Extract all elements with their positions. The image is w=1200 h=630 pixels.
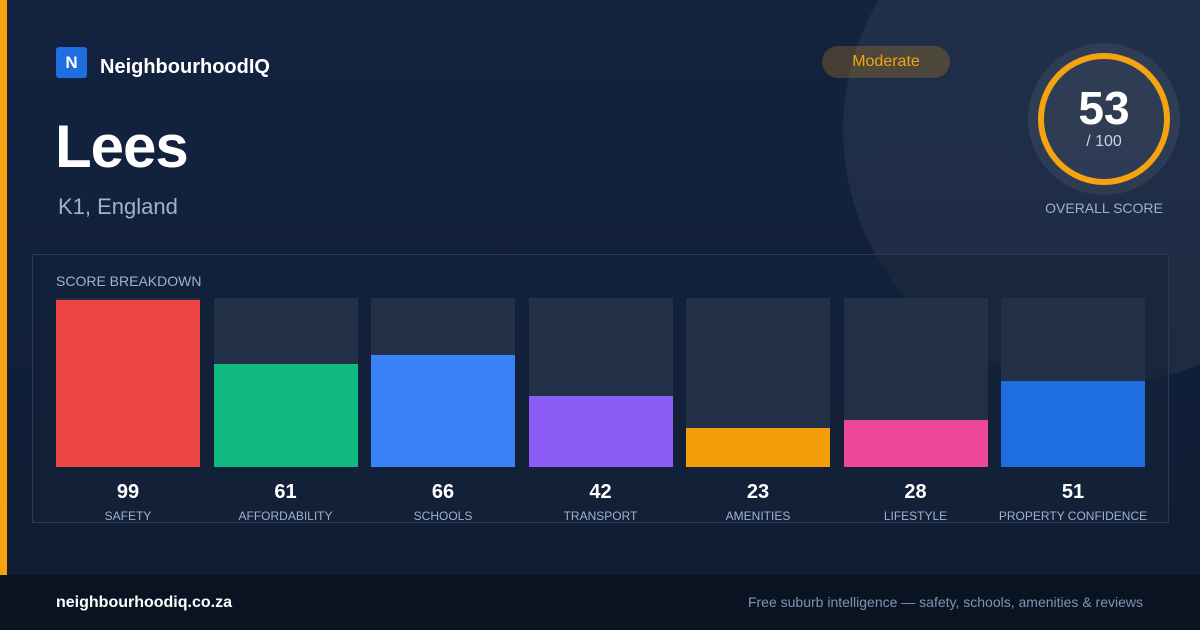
bar-track	[843, 298, 988, 467]
bar-track	[371, 298, 515, 467]
breakdown-title: SCORE BREAKDOWN	[56, 273, 202, 289]
bar-label: PROPERTY CONFIDENCE	[998, 509, 1148, 523]
bar-column: 23 AMENITIES	[686, 298, 830, 523]
bar-label: SCHOOLS	[413, 509, 473, 523]
bar-label: TRANSPORT	[563, 509, 638, 523]
bar-track	[56, 298, 200, 467]
score-ring-graphic	[1038, 53, 1170, 185]
location-subtitle: K1, England	[58, 194, 178, 219]
bar-value: 61	[274, 481, 297, 503]
breakdown-bars: 99 SAFETY 61 AFFORDABILITY 66 SCHOOLS 42 TRANSP…	[56, 298, 1147, 523]
brand-name: NeighbourhoodIQ	[100, 56, 270, 78]
bar-fill	[1001, 381, 1145, 467]
bar-label: SAFETY	[104, 509, 152, 523]
bar-value: 23	[746, 481, 770, 503]
brand-logo-icon: N	[56, 47, 87, 78]
bar-label: LIFESTYLE	[883, 509, 948, 523]
bar-fill	[371, 355, 515, 467]
bar-column: 51 PROPERTY CONFIDENCE	[999, 298, 1147, 523]
bar-track	[1001, 298, 1145, 467]
bar-fill	[843, 420, 988, 467]
bar-value: 51	[1061, 481, 1085, 503]
bar-column: 61 AFFORDABILITY	[213, 298, 358, 523]
accent-strip	[0, 0, 7, 575]
bar-column: 42 TRANSPORT	[528, 298, 673, 523]
footer: neighbourhoodiq.co.za Free suburb intell…	[0, 575, 1200, 630]
bar-value: 66	[431, 481, 455, 503]
overall-score-max: / 100	[1086, 133, 1122, 150]
bar-value: 28	[904, 481, 927, 503]
overall-score-value: 53	[1078, 82, 1130, 134]
overall-score-label: OVERALL SCORE	[1045, 200, 1163, 216]
bar-label: AMENITIES	[725, 509, 791, 523]
bar-fill	[56, 300, 200, 467]
score-ring-arc	[1038, 53, 1170, 185]
bar-column: 99 SAFETY	[56, 298, 200, 523]
footer-url[interactable]: neighbourhoodiq.co.za	[56, 594, 232, 611]
bar-track	[213, 298, 358, 467]
score-breakdown-panel: SCORE BREAKDOWN 99 SAFETY 61 AFFORDABILITY 6…	[32, 254, 1169, 523]
bar-value: 99	[116, 481, 140, 503]
overall-score-ring: 53 / 100	[1028, 43, 1180, 195]
bar-column: 66 SCHOOLS	[371, 298, 515, 523]
bar-column: 28 LIFESTYLE	[843, 298, 988, 523]
rating-badge: Moderate	[822, 46, 950, 78]
bar-value: 42	[589, 481, 612, 503]
bar-label: AFFORDABILITY	[238, 509, 333, 523]
bar-track	[528, 298, 673, 467]
bar-fill	[213, 364, 358, 467]
brand[interactable]: N NeighbourhoodIQ	[56, 46, 270, 79]
bar-fill	[528, 396, 673, 467]
footer-tagline: Free suburb intelligence — safety, schoo…	[747, 594, 1143, 610]
page-title: Lees	[55, 113, 189, 180]
bar-track	[686, 298, 830, 467]
bar-fill	[686, 428, 830, 467]
